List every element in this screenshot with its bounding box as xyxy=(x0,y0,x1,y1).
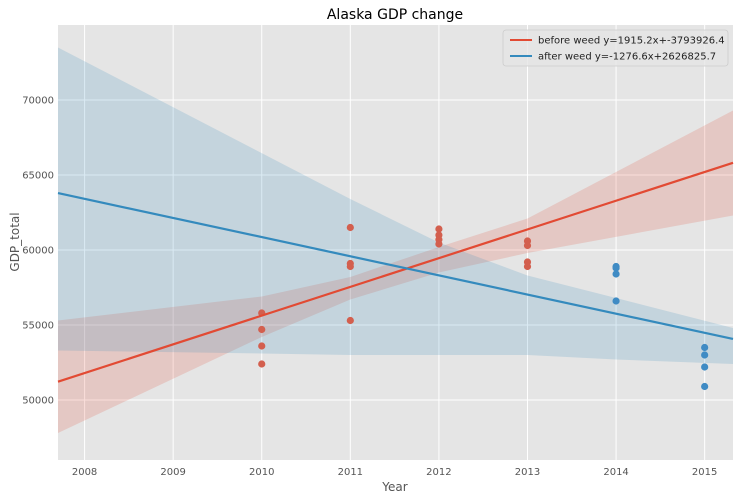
data-point-before xyxy=(258,342,266,350)
plot-area xyxy=(58,25,733,460)
data-points xyxy=(258,223,709,391)
data-point-after xyxy=(701,351,709,359)
y-tick-label: 55000 xyxy=(22,321,54,332)
data-point-after xyxy=(612,297,620,305)
data-point-before xyxy=(346,262,354,271)
regression-line-before xyxy=(57,161,734,383)
x-tick-label: 2009 xyxy=(160,467,185,478)
data-point-before xyxy=(346,223,354,232)
confidence-band-after xyxy=(58,47,733,364)
chart-title: Alaska GDP change xyxy=(327,7,463,23)
data-point-after xyxy=(701,363,709,371)
y-tick-label: 60000 xyxy=(22,246,54,257)
data-point-before xyxy=(346,316,354,325)
regression-lines xyxy=(57,161,734,383)
x-tick-label: 2012 xyxy=(426,467,451,478)
y-tick-labels: 50000 55000 60000 65000 70000 xyxy=(22,96,54,407)
y-tick-label: 70000 xyxy=(22,96,54,107)
y-tick-label: 65000 xyxy=(22,171,54,182)
legend-box xyxy=(502,29,729,67)
data-point-before xyxy=(435,240,443,248)
x-tick-label: 2013 xyxy=(515,467,540,478)
data-point-after xyxy=(612,264,620,272)
x-tick-labels: 2008 2009 2010 2011 2012 2013 2014 2015 xyxy=(72,467,718,478)
x-tick-label: 2011 xyxy=(338,467,363,478)
legend: before weed y=1915.2x+-3793926.4 after w… xyxy=(502,29,729,67)
y-tick-label: 50000 xyxy=(22,396,54,407)
x-tick-label: 2014 xyxy=(603,467,628,478)
data-point-after xyxy=(612,270,620,278)
legend-label-after: after weed y=-1276.6x+2626825.7 xyxy=(538,52,716,63)
regression-line-after xyxy=(57,191,734,341)
x-tick-label: 2015 xyxy=(692,467,717,478)
data-point-before xyxy=(258,360,266,368)
data-point-before xyxy=(523,262,532,271)
y-axis-label: GDP_total xyxy=(8,212,22,271)
x-tick-label: 2008 xyxy=(72,467,97,478)
data-point-before xyxy=(523,241,532,250)
data-point-after xyxy=(701,382,709,391)
x-axis-label: Year xyxy=(381,480,407,494)
data-point-before xyxy=(435,225,443,233)
data-point-before xyxy=(258,325,266,334)
x-tick-label: 2010 xyxy=(249,467,274,478)
grid-lines xyxy=(58,25,733,460)
legend-label-before: before weed y=1915.2x+-3793926.4 xyxy=(538,36,725,47)
data-point-after xyxy=(701,343,709,352)
